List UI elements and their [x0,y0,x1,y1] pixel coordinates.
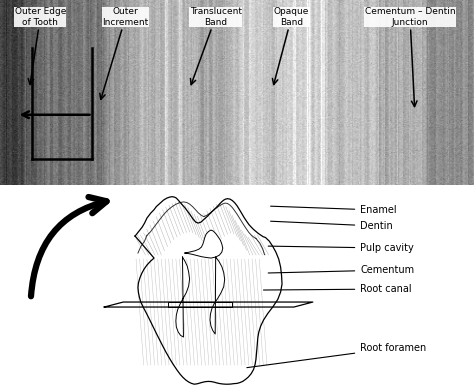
Text: Root foramen: Root foramen [247,343,427,368]
Polygon shape [176,257,190,337]
Text: Cementum – Dentin
Junction: Cementum – Dentin Junction [365,7,456,107]
Text: Enamel: Enamel [271,205,397,215]
Text: Dentin: Dentin [271,221,393,231]
Text: Root canal: Root canal [264,284,412,294]
Text: Outer
Increment: Outer Increment [100,7,149,99]
Polygon shape [185,230,223,258]
Text: Pulp cavity: Pulp cavity [268,243,414,253]
Text: Opaque
Band: Opaque Band [273,7,309,85]
Bar [168,303,232,306]
Polygon shape [210,257,225,334]
Text: Translucent
Band: Translucent Band [190,7,242,85]
Text: Outer Edge
of Tooth: Outer Edge of Tooth [15,7,66,84]
Text: Cementum: Cementum [268,265,414,275]
